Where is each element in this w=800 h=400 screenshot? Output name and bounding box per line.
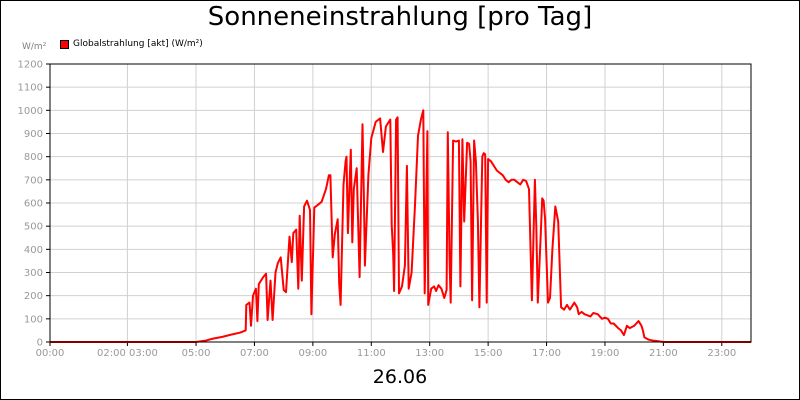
y-tick-label: 400 bbox=[24, 245, 43, 256]
y-tick-label: 300 bbox=[24, 268, 43, 279]
y-tick-label: 0 bbox=[37, 338, 43, 349]
x-tick-label: 02:00 03:00 bbox=[97, 348, 158, 359]
y-tick-label: 1000 bbox=[18, 106, 43, 117]
x-tick-label: 11:00 bbox=[357, 348, 386, 359]
x-tick-label: 15:00 bbox=[474, 348, 503, 359]
series-line bbox=[50, 109, 751, 343]
legend: Globalstrahlung [akt] (W/m²) bbox=[60, 39, 203, 49]
chart-title: Sonneneinstrahlung [pro Tag] bbox=[207, 2, 593, 32]
y-tick-label: 700 bbox=[24, 175, 43, 186]
x-tick-label: 07:00 bbox=[240, 348, 269, 359]
x-tick-label: 19:00 bbox=[591, 348, 620, 359]
y-axis-unit-label: W/m² bbox=[22, 42, 47, 52]
legend-label: Globalstrahlung [akt] (W/m²) bbox=[73, 39, 203, 49]
x-tick-label: 00:00 bbox=[36, 348, 65, 359]
y-tick-label: 1200 bbox=[18, 60, 43, 71]
y-tick-label: 500 bbox=[24, 222, 43, 233]
plot-border bbox=[49, 63, 752, 343]
y-tick-label: 100 bbox=[24, 314, 43, 325]
y-tick-label: 800 bbox=[24, 152, 43, 163]
x-tick-label: 09:00 bbox=[298, 348, 327, 359]
x-tick-label: 17:00 bbox=[532, 348, 561, 359]
x-tick-label: 13:00 bbox=[415, 348, 444, 359]
x-tick-label: 05:00 bbox=[182, 348, 211, 359]
y-tick-label: 900 bbox=[24, 129, 43, 140]
x-tick-label: 21:00 bbox=[649, 348, 678, 359]
x-axis-date-label: 26.06 bbox=[372, 366, 428, 388]
y-tick-label: 1100 bbox=[18, 83, 43, 94]
y-tick-label: 200 bbox=[24, 291, 43, 302]
x-tick-label: 23:00 bbox=[707, 348, 736, 359]
y-tick-label: 600 bbox=[24, 199, 43, 210]
legend-swatch bbox=[60, 39, 69, 49]
